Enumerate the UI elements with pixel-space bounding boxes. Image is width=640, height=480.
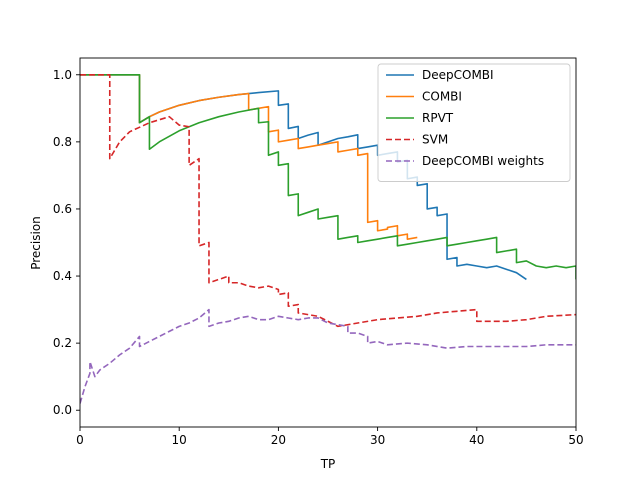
series-line-combi [80, 73, 418, 240]
legend: DeepCOMBI COMBI RPVT SVM DeepCOMBI weights [377, 63, 571, 182]
y-tick-label: 1.0 [53, 68, 72, 82]
y-tick-label: 0.6 [53, 202, 72, 216]
y-tick-label: 0.4 [53, 269, 72, 283]
y-tick-label: 0.8 [53, 135, 72, 149]
axes-layer: 0 10 20 30 40 50 0.0 0.2 0.4 0.6 0.8 1.0 [53, 57, 584, 447]
legend-label: COMBI [422, 90, 462, 104]
legend-label: RPVT [422, 111, 454, 125]
legend-label: DeepCOMBI [422, 68, 494, 82]
x-tick-label: 0 [76, 433, 84, 447]
series-line-svm [80, 73, 576, 328]
series-line-rpvt [80, 73, 576, 280]
x-tick-label: 10 [172, 433, 187, 447]
x-tick-label: 20 [271, 433, 286, 447]
x-tick-label: 30 [370, 433, 385, 447]
x-axis-label: TP [320, 457, 336, 471]
x-tick-label: 50 [568, 433, 583, 447]
legend-label: DeepCOMBI weights [422, 154, 544, 168]
y-axis-label: Precision [29, 216, 43, 270]
series-line-deepcombi-weights [80, 308, 576, 404]
legend-label: SVM [422, 133, 448, 147]
series-layer [80, 73, 576, 404]
y-tick-label: 0.2 [53, 336, 72, 350]
y-tick-label: 0.0 [53, 403, 72, 417]
legend-box [377, 63, 571, 182]
x-tick-label: 40 [469, 433, 484, 447]
axes-frame [79, 57, 577, 428]
